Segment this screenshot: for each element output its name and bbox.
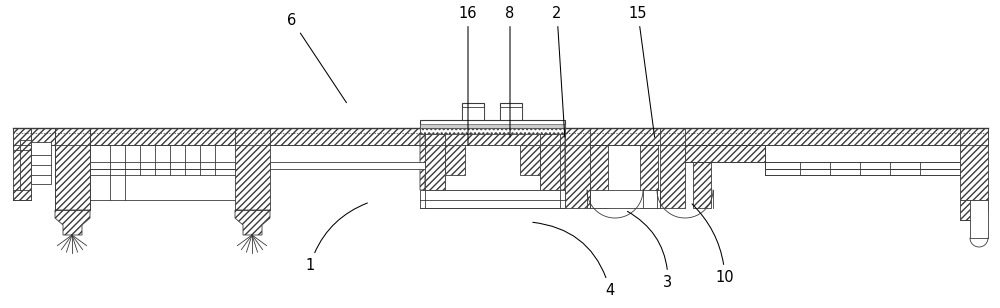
Bar	[31, 142, 51, 184]
Text: 2: 2	[552, 6, 565, 137]
Polygon shape	[420, 134, 445, 190]
Polygon shape	[960, 200, 988, 220]
Bar	[462, 103, 484, 128]
Bar	[590, 190, 660, 208]
Bar	[660, 128, 685, 208]
Text: 8: 8	[505, 6, 515, 137]
Bar	[90, 162, 235, 169]
Bar	[420, 124, 565, 128]
Bar	[765, 162, 960, 169]
Bar	[425, 134, 445, 190]
Bar	[462, 107, 484, 128]
Bar	[970, 200, 988, 238]
Text: 6: 6	[287, 13, 346, 103]
Bar	[693, 145, 711, 208]
Bar	[565, 128, 590, 208]
Bar	[445, 145, 540, 190]
Polygon shape	[13, 190, 31, 200]
Bar	[640, 145, 658, 208]
Bar	[420, 120, 565, 128]
Bar	[420, 190, 565, 208]
Bar	[445, 145, 465, 175]
Bar	[685, 145, 765, 162]
Text: 3: 3	[627, 211, 673, 290]
Bar	[55, 128, 90, 210]
Bar	[420, 128, 565, 134]
Text: 15: 15	[629, 6, 655, 137]
Bar	[270, 162, 425, 169]
Bar	[235, 128, 270, 210]
Bar	[590, 145, 608, 208]
Text: 16: 16	[459, 6, 477, 145]
Text: 4: 4	[533, 222, 615, 298]
Polygon shape	[540, 134, 565, 190]
Bar	[13, 128, 31, 200]
Bar	[500, 103, 522, 128]
Polygon shape	[55, 210, 90, 235]
Polygon shape	[13, 128, 31, 150]
Bar	[960, 128, 988, 200]
Text: 10: 10	[692, 204, 734, 285]
Polygon shape	[235, 210, 270, 235]
Bar	[500, 107, 522, 128]
Text: 1: 1	[305, 203, 367, 273]
Bar	[540, 134, 560, 190]
Bar	[13, 128, 988, 145]
Bar	[520, 145, 540, 175]
